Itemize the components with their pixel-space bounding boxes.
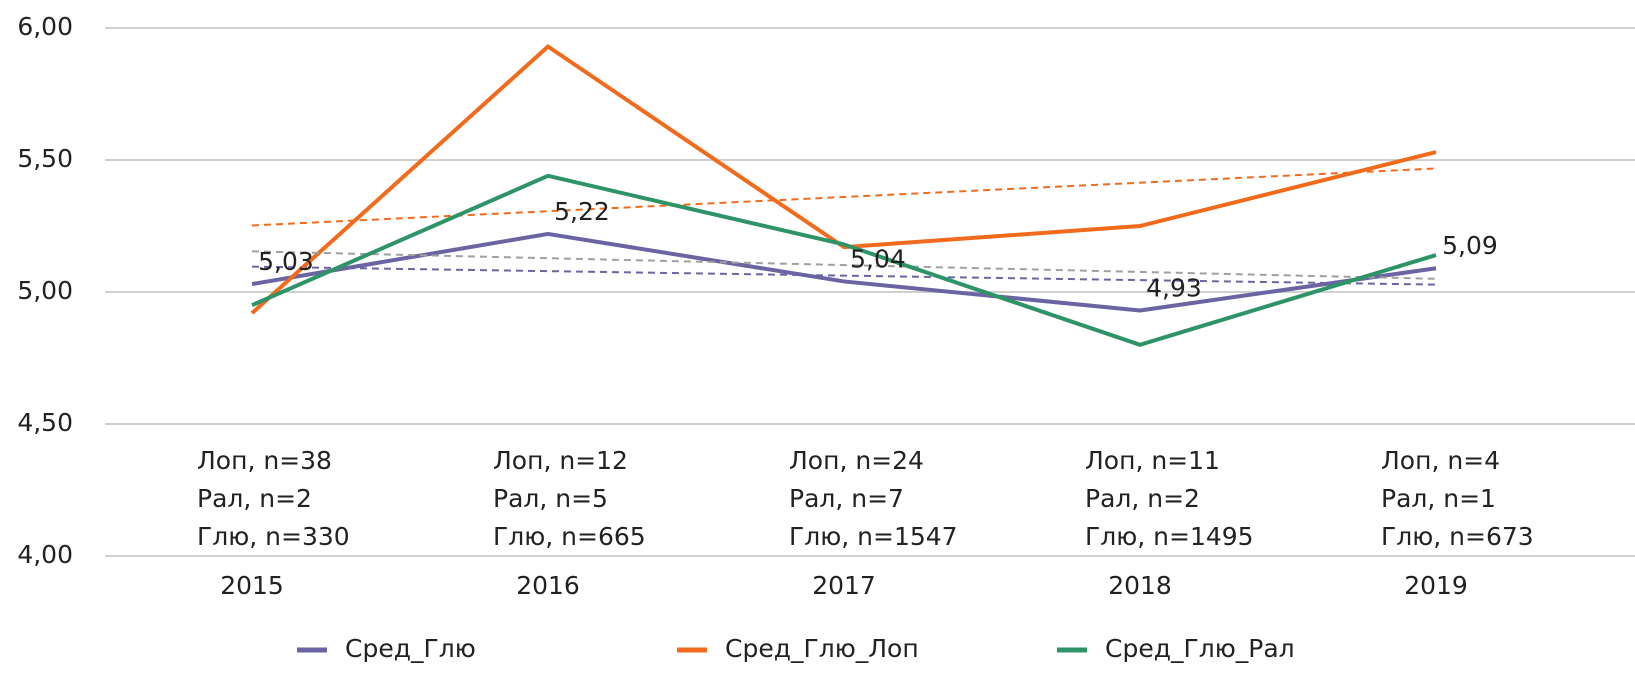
category-note: Глю, n=673: [1381, 522, 1534, 551]
category-note: Глю, n=1547: [789, 522, 958, 551]
category-note: Глю, n=665: [493, 522, 646, 551]
x-tick-label: 2019: [1404, 571, 1468, 600]
x-tick-label: 2016: [516, 571, 580, 600]
category-note: Рал, n=5: [493, 484, 608, 513]
data-label: 5,22: [554, 197, 610, 226]
x-tick-label: 2017: [812, 571, 876, 600]
data-label: 4,93: [1146, 273, 1202, 302]
trendline: [251, 250, 1437, 280]
category-note: Рал, n=2: [197, 484, 312, 513]
category-note: Лоп, n=11: [1085, 446, 1220, 475]
category-note: Лоп, n=38: [197, 446, 332, 475]
legend-label: Сред_Глю_Лоп: [725, 634, 919, 663]
category-note: Глю, n=330: [197, 522, 350, 551]
category-note: Лоп, n=12: [493, 446, 628, 475]
category-note: Глю, n=1495: [1085, 522, 1254, 551]
data-label: 5,04: [850, 244, 906, 273]
category-note: Рал, n=1: [1381, 484, 1496, 513]
legend-label: Сред_Глю_Рал: [1105, 634, 1295, 663]
trendline: [251, 265, 1437, 286]
category-note: Рал, n=2: [1085, 484, 1200, 513]
series-line: [250, 44, 1437, 315]
data-label: 5,09: [1442, 231, 1498, 260]
y-tick-label: 4,00: [17, 540, 73, 569]
legend-label: Сред_Глю: [345, 634, 476, 663]
y-tick-label: 4,50: [17, 408, 73, 437]
series-line: [251, 173, 1437, 347]
category-note: Лоп, n=24: [789, 446, 924, 475]
y-tick-label: 5,00: [17, 276, 73, 305]
category-note: Лоп, n=4: [1381, 446, 1500, 475]
category-note: Рал, n=7: [789, 484, 904, 513]
y-tick-label: 5,50: [17, 144, 73, 173]
x-tick-label: 2015: [220, 571, 284, 600]
series-line: [251, 231, 1437, 313]
y-tick-label: 6,00: [17, 12, 73, 41]
data-label: 5,03: [258, 247, 314, 276]
x-tick-label: 2018: [1108, 571, 1172, 600]
trendline: [251, 167, 1437, 227]
